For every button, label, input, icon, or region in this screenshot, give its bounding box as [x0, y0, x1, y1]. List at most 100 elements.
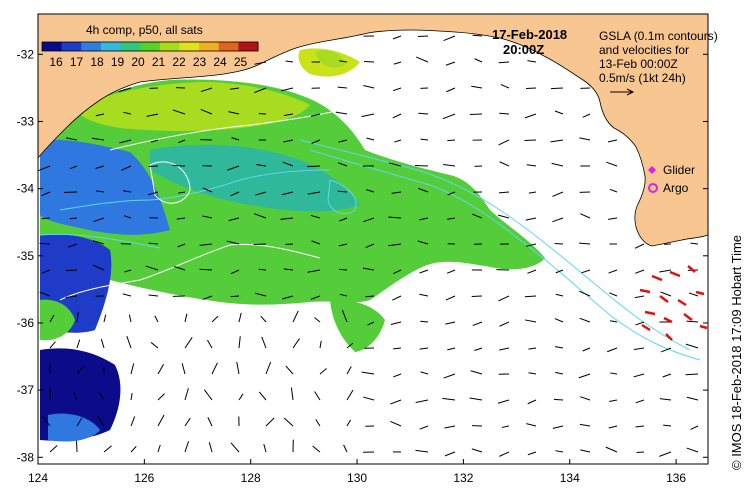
velocity-arrow — [497, 399, 510, 404]
velocity-arrow — [525, 217, 537, 221]
colorbar-swatch — [42, 42, 63, 51]
velocity-arrow — [579, 396, 591, 401]
velocity-arrow — [207, 417, 213, 427]
glider-label: Glider — [663, 163, 695, 177]
velocity-arrow — [130, 392, 133, 401]
velocity-arrow — [260, 315, 267, 323]
velocity-arrow — [528, 347, 537, 350]
velocity-arrow — [367, 321, 375, 326]
map-date: 17-Feb-2018 — [492, 27, 567, 42]
velocity-arrow — [442, 113, 456, 120]
argo-label: Argo — [663, 181, 689, 195]
velocity-arrow — [609, 399, 618, 402]
colorbar-label: 18 — [90, 55, 104, 69]
velocity-arrow — [388, 243, 402, 247]
velocity-arrow — [157, 414, 165, 427]
velocity-arrow — [690, 242, 699, 245]
velocity-arrow — [635, 425, 645, 428]
velocity-arrow — [499, 112, 510, 115]
velocity-arrow — [95, 165, 105, 169]
velocity-arrow — [255, 191, 267, 196]
contour-line — [39, 233, 161, 249]
lat-tick-label: -34 — [17, 182, 35, 196]
velocity-arrow — [526, 87, 537, 90]
legend-gsla-3: 13-Feb 00:00Z — [599, 57, 678, 71]
velocity-arrow — [393, 61, 402, 65]
colorbar-swatch — [120, 42, 141, 51]
velocity-arrow — [392, 35, 402, 40]
velocity-arrow — [307, 269, 321, 273]
velocity-arrow — [100, 338, 105, 349]
velocity-arrow — [498, 139, 510, 146]
velocity-arrow — [579, 423, 591, 427]
velocity-arrow — [41, 269, 51, 274]
velocity-arrow — [211, 362, 218, 375]
velocity-arrow — [659, 269, 672, 273]
velocity-arrow — [230, 442, 240, 453]
colorbar-swatch — [179, 42, 200, 51]
lat-tick-label: -35 — [17, 249, 35, 263]
land-mass — [37, 13, 709, 247]
velocity-arrow — [524, 113, 537, 119]
map-time: 20:00Z — [503, 42, 544, 57]
lon-tick-label: 126 — [134, 471, 154, 485]
velocity-arrow — [634, 269, 645, 274]
velocity-arrow — [474, 347, 483, 351]
velocity-arrow — [686, 396, 699, 401]
legend-gsla-1: GSLA (0.1m contours) — [599, 29, 718, 43]
velocity-arrow — [319, 368, 327, 375]
colorbar-label: 25 — [234, 55, 248, 69]
velocity-arrow — [39, 291, 51, 297]
colorbar-swatch — [81, 42, 102, 51]
velocity-arrow — [337, 190, 348, 193]
velocity-arrow — [258, 268, 267, 271]
velocity-arrow — [339, 217, 348, 222]
colorbar-swatch — [218, 42, 239, 51]
velocity-arrow — [184, 441, 190, 453]
velocity-arrow — [582, 347, 591, 352]
velocity-arrow — [445, 321, 456, 325]
legend-arrow-icon — [610, 88, 635, 96]
velocity-arrow — [447, 217, 456, 220]
velocity-arrow — [417, 240, 429, 245]
colorbar-swatch — [100, 42, 122, 51]
velocity-arrow — [173, 265, 186, 271]
velocity-arrow — [605, 446, 618, 453]
velocity-arrow — [418, 112, 429, 115]
velocity-arrow — [420, 371, 429, 375]
velocity-arrow — [608, 217, 618, 220]
velocity-arrow — [608, 425, 618, 429]
velocity-arrow — [528, 372, 537, 375]
velocity-arrow — [150, 342, 159, 349]
velocity-arrow — [364, 60, 375, 63]
velocity-arrow — [447, 347, 456, 351]
velocity-arrow — [444, 425, 456, 429]
colorbar-swatch — [199, 42, 220, 51]
velocity-arrow — [471, 295, 483, 298]
velocity-arrow — [184, 337, 193, 349]
velocity-arrow — [362, 267, 375, 271]
velocity-arrow — [76, 311, 79, 323]
velocity-arrow — [550, 87, 564, 90]
velocity-arrow — [420, 138, 429, 141]
velocity-arrow — [256, 164, 267, 167]
velocity-arrow — [393, 269, 402, 275]
velocity-arrow — [121, 165, 132, 171]
velocity-arrow — [471, 448, 483, 453]
velocity-arrow — [501, 425, 510, 428]
drifter-segment — [687, 265, 696, 273]
velocity-arrow — [65, 269, 78, 272]
velocity-arrow — [346, 419, 352, 427]
velocity-arrow — [281, 191, 294, 196]
velocity-arrow — [339, 268, 348, 271]
axis-tick-labels: 124 126 128 130 132 134 136 -32 -33 -34 -35 -36 -37 -… — [17, 47, 687, 485]
velocity-arrow — [238, 336, 241, 349]
sst-patch-yellow-top2 — [315, 50, 345, 68]
velocity-arrow — [635, 321, 645, 326]
velocity-arrow — [126, 336, 132, 349]
velocity-arrow — [285, 365, 294, 375]
velocity-arrow — [285, 60, 294, 63]
colorbar-swatch — [61, 42, 82, 51]
velocity-arrow — [415, 56, 429, 63]
colorbar-label: 16 — [49, 55, 63, 69]
